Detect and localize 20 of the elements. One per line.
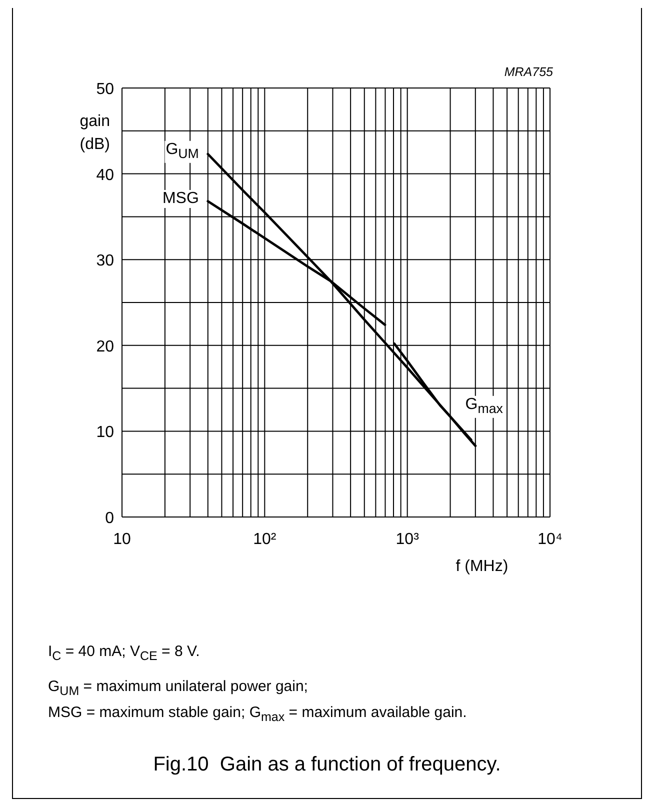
x-tick-label: 10² <box>253 531 277 548</box>
text: MRA755 <box>503 65 553 79</box>
y-tick-label: 50 <box>96 81 114 98</box>
series-label: MSG <box>161 190 200 208</box>
y-tick-label: 10 <box>96 424 114 442</box>
y-axis-title: gain (dB) <box>78 112 110 155</box>
x-tick-label: 10 <box>113 531 131 548</box>
y-tick-label: 40 <box>96 166 114 184</box>
x-tick-label: 10⁴ <box>538 531 562 548</box>
text: I$_{C}$ = 40 mA; V$_{CE}$ = 8 V. <box>48 642 201 665</box>
text: Fig.10 Gain as a function of frequency. <box>152 754 502 776</box>
series-label: G$_{UM}$ <box>164 140 200 164</box>
text: MSG = maximum stable gain; G$_{max}$ = maximum available gain. <box>48 703 467 726</box>
y-tick-label: 0 <box>105 510 114 527</box>
series-label: G$_{max}$ <box>464 396 504 418</box>
y-tick-label: 30 <box>96 252 114 270</box>
y-tick-label: 20 <box>96 338 114 356</box>
x-axis-title: f (MHz) <box>456 558 508 576</box>
text: G$_{UM}$ = maximum unilateral power gain; <box>48 677 309 700</box>
x-tick-label: 10³ <box>396 531 420 548</box>
